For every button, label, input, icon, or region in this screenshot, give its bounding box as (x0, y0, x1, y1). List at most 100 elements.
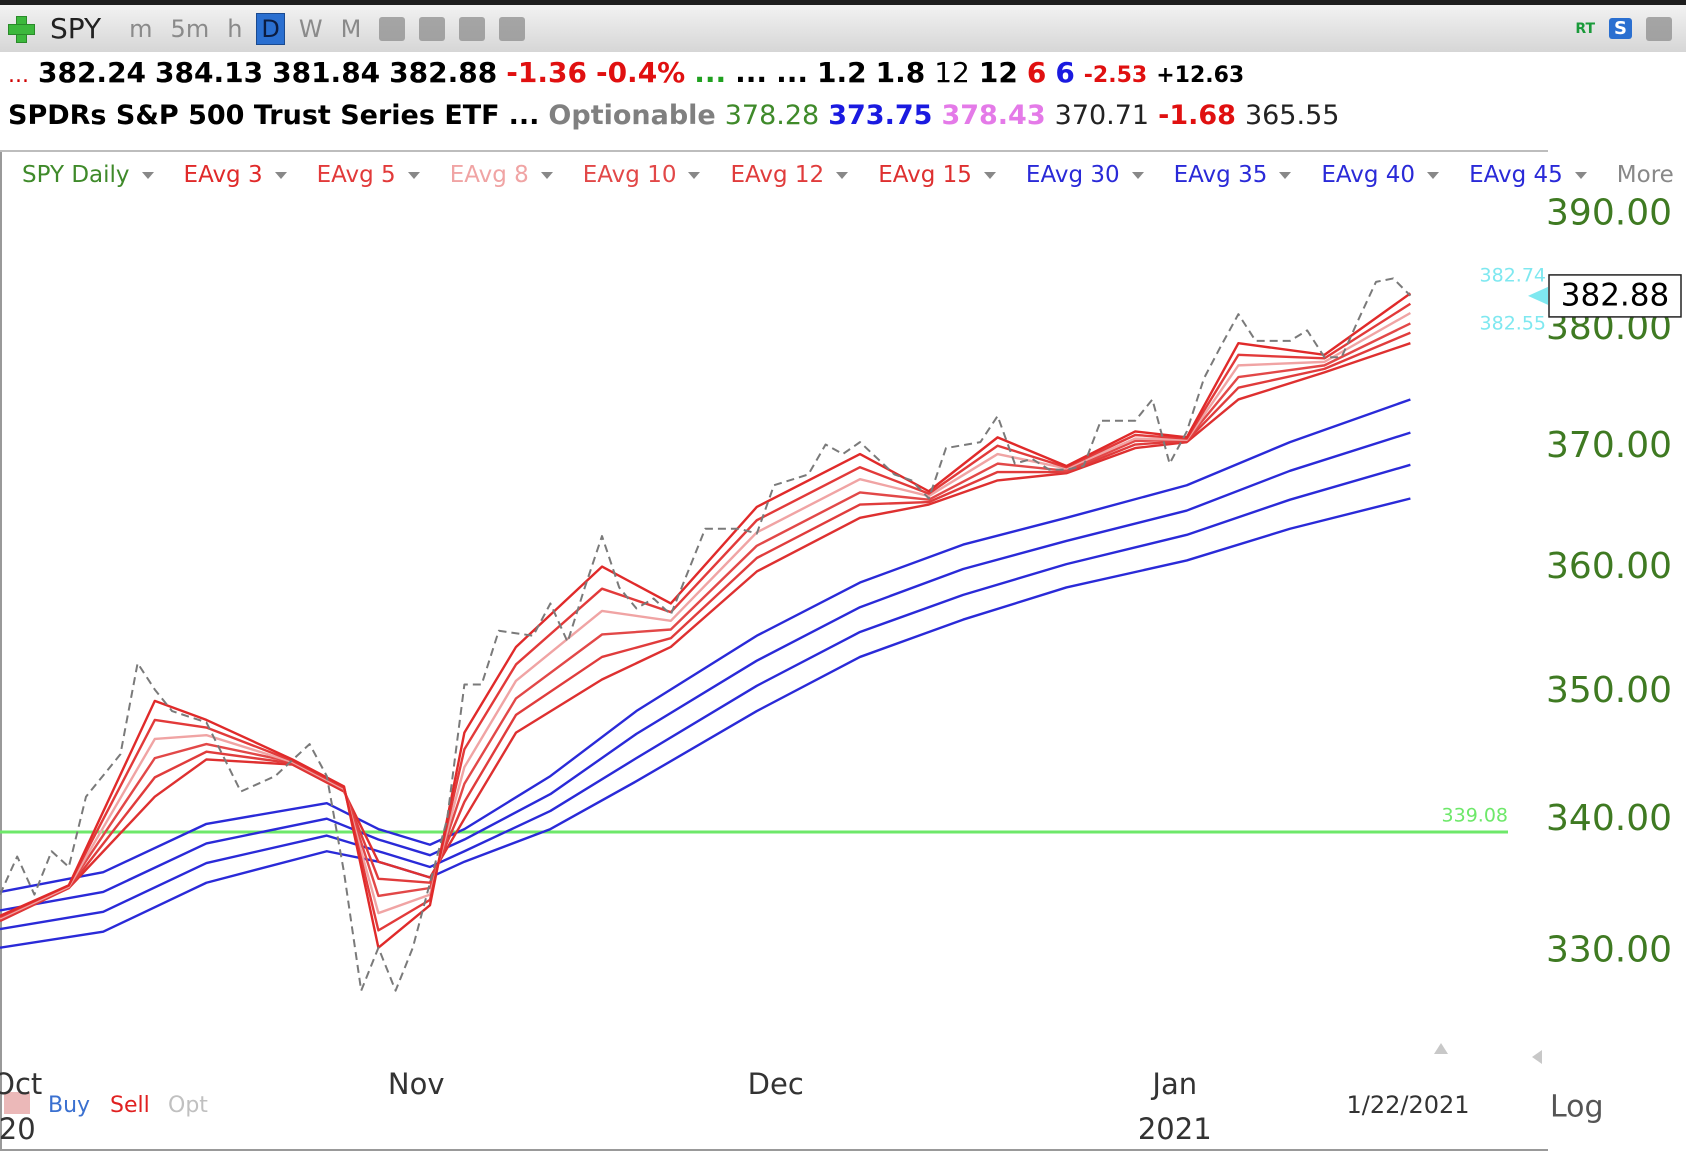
quote-field: 12 (978, 56, 1018, 89)
x-tick-label: Jan (1150, 1067, 1197, 1101)
scroll-arrow[interactable] (1532, 1050, 1542, 1064)
y-tick-label: 390.00 (1546, 193, 1672, 234)
legend-entry[interactable]: EAvg 30 (1026, 162, 1144, 188)
plot-area (0, 277, 1508, 992)
quote-field: ... (8, 63, 29, 88)
y-tick-label: 350.00 (1546, 670, 1672, 711)
timeframe-button[interactable]: D (256, 12, 285, 45)
marker-label: 382.74 (1480, 264, 1546, 286)
quote-field: 6 (1055, 56, 1075, 89)
quote-field: 373.75 (828, 100, 933, 131)
timeframe-button[interactable]: h (227, 14, 243, 43)
toolbar: SPY m 5m h D W M RT S (0, 0, 1686, 52)
timeframes: m 5m h D W M (125, 12, 365, 45)
quote-field: 1.2 (817, 56, 867, 89)
quote-field: ... (735, 56, 768, 89)
quote-field: 382.24 (37, 56, 147, 89)
quote-field: 6 (1026, 56, 1047, 89)
quote-field: +12.63 (1156, 63, 1245, 88)
y-tick-label: 370.00 (1546, 425, 1672, 466)
date-label: 1/22/2021 (1346, 1091, 1469, 1119)
marker-label: 382.55 (1480, 312, 1546, 334)
average-line (0, 322, 1411, 920)
legend-entry[interactable]: EAvg 8 (450, 162, 553, 188)
s-button[interactable]: S (1609, 18, 1632, 39)
legend-entry[interactable]: EAvg 40 (1321, 162, 1439, 188)
quote-field: 384.13 (155, 56, 264, 89)
legend: SPY Daily EAvg 3 EAvg 5 EAvg 8 EAvg 10 EAvg 1… (22, 162, 1674, 188)
tool-icon[interactable] (459, 16, 486, 41)
quote-field: 12 (934, 56, 970, 89)
legend-entry[interactable]: EAvg 15 (878, 162, 996, 188)
quote-field: -1.68 (1158, 100, 1236, 131)
average-line (0, 463, 1411, 931)
average-line (0, 497, 1411, 949)
last-price-label: 382.88 (1561, 277, 1669, 313)
buy-toggle[interactable]: Buy (48, 1093, 90, 1118)
quote-field: ... (694, 56, 727, 89)
log-toggle[interactable]: Log (1550, 1090, 1604, 1125)
year-label: 2021 (1138, 1112, 1212, 1146)
quote-field: 381.84 (272, 56, 381, 89)
level-label: 339.08 (1442, 804, 1508, 826)
timeframe-button[interactable]: M (340, 14, 362, 43)
average-line (0, 302, 1412, 932)
price-line (0, 277, 1412, 992)
symbol[interactable]: SPY (50, 12, 102, 45)
quote-field: SPDRs S&P 500 Trust Series ETF (8, 100, 500, 131)
average-line (0, 398, 1411, 894)
quote-row: ... 382.24 384.13 381.84 382.88 -1.36 -0.4%...… (8, 56, 1244, 100)
signal-icon[interactable] (4, 1092, 30, 1114)
tool-icon[interactable] (419, 16, 446, 41)
timeframe-button[interactable]: W (298, 14, 323, 43)
chart: Buy Sell Opt Log 330.00 340.00 350.00 360.0… (0, 152, 1682, 1151)
x-tick-label: Dec (748, 1067, 804, 1101)
legend-entry[interactable]: EAvg 35 (1174, 162, 1292, 188)
legend-entry[interactable]: SPY Daily (22, 162, 154, 188)
legend-more[interactable]: More (1616, 162, 1674, 188)
quote-field: ... (776, 56, 808, 89)
average-line (0, 342, 1411, 923)
year-label: 20 (0, 1112, 36, 1146)
y-tick-label: 360.00 (1546, 546, 1672, 587)
quote-field: 378.43 (941, 100, 1046, 131)
quote-field: -1.36 (506, 56, 587, 89)
legend-entry[interactable]: EAvg 10 (583, 162, 701, 188)
sell-toggle[interactable]: Sell (110, 1093, 150, 1118)
average-line (0, 431, 1411, 912)
quote-field: 370.71 (1054, 100, 1150, 131)
scroll-arrow[interactable] (1434, 1043, 1448, 1054)
price-box (1548, 274, 1682, 318)
quote-field: 378.28 (724, 100, 820, 131)
average-line (0, 311, 1411, 920)
tool-icon[interactable] (499, 16, 526, 41)
legend-entry[interactable]: EAvg 12 (730, 162, 848, 188)
legend-entry[interactable]: EAvg 45 (1469, 162, 1587, 188)
quote-field: -0.4% (595, 56, 686, 89)
timeframe-button[interactable]: m (129, 14, 153, 43)
info-row: SPDRs S&P 500 Trust Series ETF... Optiona… (8, 100, 1339, 144)
quote-field: 382.88 (389, 56, 498, 89)
tool-icon[interactable] (379, 16, 406, 41)
price-pointer (1528, 286, 1548, 305)
add-symbol-button[interactable] (6, 14, 36, 44)
x-tick-label: Oct (0, 1067, 42, 1101)
opt-toggle[interactable]: Opt (168, 1093, 208, 1118)
quote-field: 365.55 (1244, 100, 1340, 131)
average-line (0, 292, 1412, 949)
tool-icon[interactable] (1646, 16, 1672, 41)
quote-field: Optionable (548, 100, 716, 131)
timeframe-button[interactable]: 5m (170, 14, 210, 43)
average-line (0, 331, 1411, 921)
rt-indicator[interactable]: RT (1575, 20, 1596, 37)
y-tick-label: 330.00 (1546, 930, 1672, 971)
legend-entry[interactable]: EAvg 3 (184, 162, 287, 188)
x-tick-label: Nov (388, 1067, 445, 1101)
y-tick-label: 340.00 (1546, 798, 1672, 839)
quote-field: ... (508, 100, 540, 131)
quote-field: -2.53 (1083, 63, 1148, 88)
separator (0, 150, 1548, 152)
quote-field: 1.8 (875, 56, 926, 89)
legend-entry[interactable]: EAvg 5 (317, 162, 420, 188)
